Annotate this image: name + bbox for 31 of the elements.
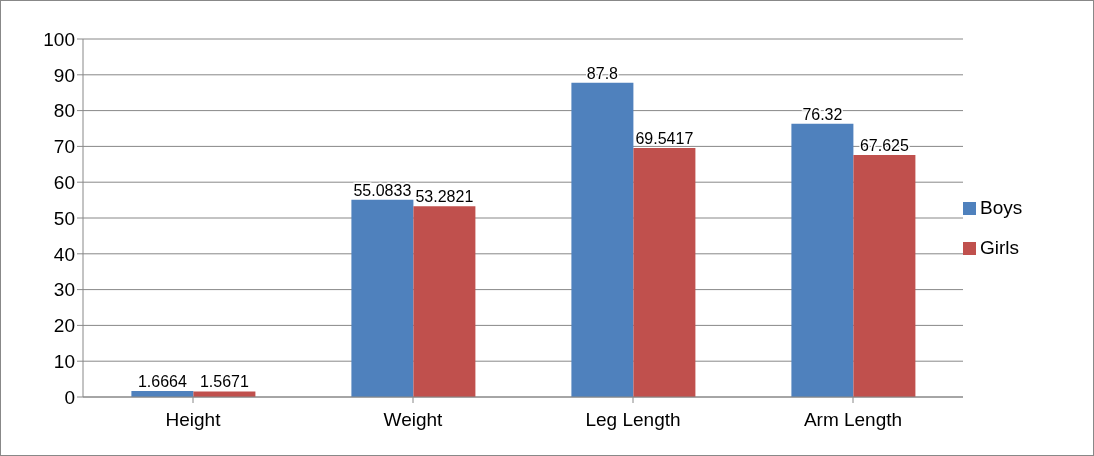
bar [633,148,696,397]
bar [791,123,854,397]
bar [853,154,916,397]
y-tick-label: 30 [53,279,75,301]
x-tick-label: Height [165,409,222,431]
data-label: 53.2821 [415,188,474,206]
legend-label: Girls [980,237,1020,258]
data-label: 69.5417 [635,130,694,148]
y-tick-label: 50 [53,207,75,229]
y-tick-label: 40 [53,243,75,265]
data-label: 1.5671 [199,373,249,391]
y-tick-label: 10 [53,350,75,372]
x-tick-label: Weight [383,409,444,431]
bar [413,206,476,397]
y-tick-label: 60 [53,171,75,193]
data-label: 87.8 [586,64,619,82]
y-tick-label: 70 [53,136,75,158]
x-tick-label: Leg Length [585,409,681,431]
data-label: 55.0833 [353,181,412,199]
y-tick-label: 80 [53,100,75,122]
y-tick-label: 0 [64,386,75,408]
y-tick-label: 20 [53,315,75,337]
bar [351,199,414,397]
y-tick-label: 90 [53,64,75,86]
y-tick-label: 100 [43,28,75,50]
legend-label: Boys [980,197,1023,218]
data-label: 76.32 [802,105,843,123]
bar [571,82,634,397]
data-label: 1.6664 [137,373,187,391]
x-tick-label: Arm Length [803,409,903,431]
data-label: 67.625 [859,136,909,154]
